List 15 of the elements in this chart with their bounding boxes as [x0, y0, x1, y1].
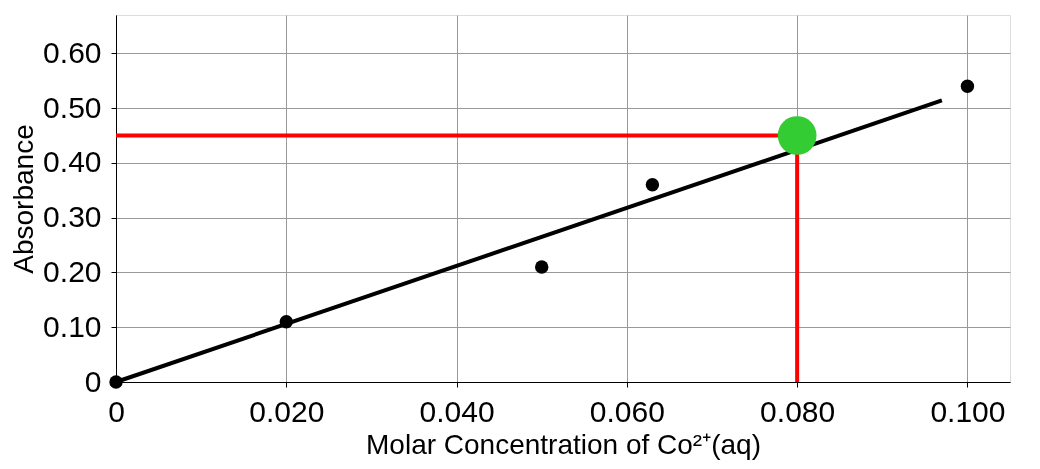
x-tick-label: 0.060	[589, 394, 665, 428]
x-tick-label: 0.020	[249, 394, 325, 428]
y-tick-label: 0.20	[43, 254, 102, 288]
y-tick-label: 0.10	[43, 309, 102, 343]
x-axis-title: Molar Concentration of Co²⁺(aq)	[366, 428, 761, 460]
x-tick-label: 0.040	[419, 394, 495, 428]
y-tick-label: 0.30	[43, 200, 102, 234]
y-axis-title: Absorbance	[8, 124, 40, 274]
x-tick-label: 0.100	[930, 394, 1006, 428]
y-tick-label: 0	[84, 364, 102, 398]
y-tick-label: 0.60	[43, 35, 102, 69]
y-tick-label: 0.40	[43, 145, 102, 179]
x-tick-label: 0.080	[760, 394, 836, 428]
y-tick-label: 0.50	[43, 90, 102, 124]
x-tick-label: 0	[108, 394, 125, 428]
